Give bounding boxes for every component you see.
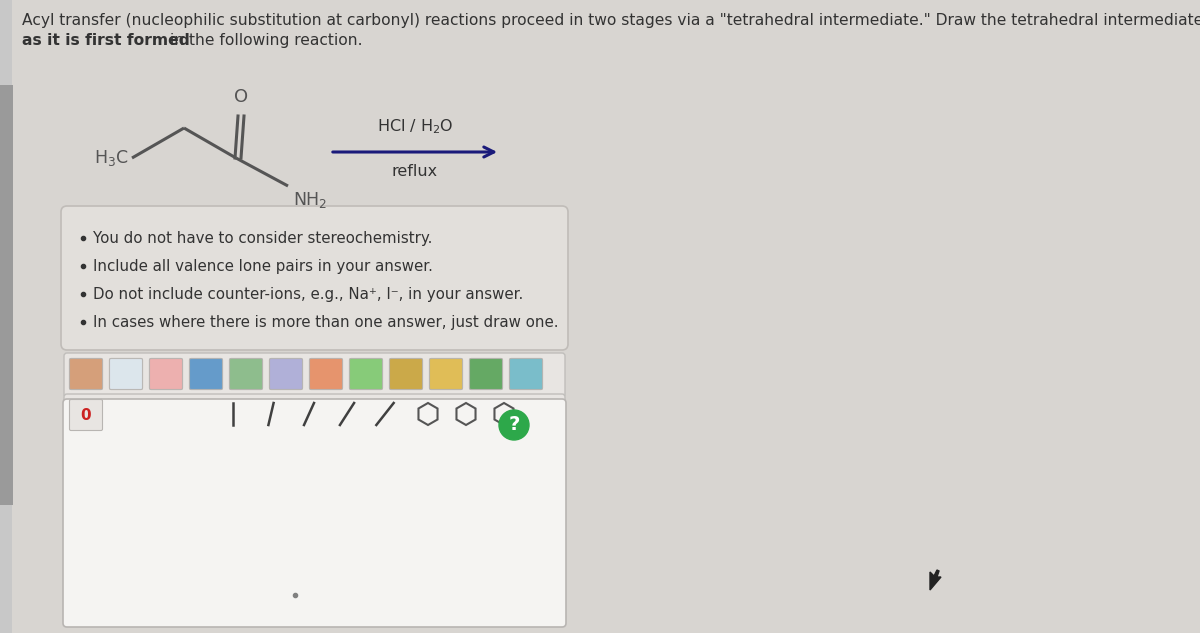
FancyBboxPatch shape xyxy=(450,399,482,430)
Text: NH$_2$: NH$_2$ xyxy=(293,190,328,210)
FancyBboxPatch shape xyxy=(412,399,444,430)
FancyBboxPatch shape xyxy=(390,358,422,389)
FancyBboxPatch shape xyxy=(469,358,503,389)
Circle shape xyxy=(499,410,529,440)
FancyBboxPatch shape xyxy=(64,353,565,397)
FancyBboxPatch shape xyxy=(510,358,542,389)
FancyBboxPatch shape xyxy=(259,399,293,430)
Text: Include all valence lone pairs in your answer.: Include all valence lone pairs in your a… xyxy=(94,259,433,274)
Text: as it is first formed: as it is first formed xyxy=(22,33,190,48)
Text: reflux: reflux xyxy=(392,164,438,179)
FancyBboxPatch shape xyxy=(298,399,330,430)
FancyBboxPatch shape xyxy=(336,399,368,430)
Text: ?: ? xyxy=(509,415,520,434)
FancyBboxPatch shape xyxy=(190,358,222,389)
Text: Do not include counter-ions, e.g., Na⁺, I⁻, in your answer.: Do not include counter-ions, e.g., Na⁺, … xyxy=(94,287,523,302)
FancyBboxPatch shape xyxy=(64,399,566,627)
FancyBboxPatch shape xyxy=(229,358,263,389)
FancyBboxPatch shape xyxy=(190,358,222,389)
FancyBboxPatch shape xyxy=(390,358,422,389)
FancyBboxPatch shape xyxy=(64,394,565,438)
FancyBboxPatch shape xyxy=(270,358,302,389)
FancyBboxPatch shape xyxy=(222,399,254,430)
FancyBboxPatch shape xyxy=(150,358,182,389)
Text: You do not have to consider stereochemistry.: You do not have to consider stereochemis… xyxy=(94,231,432,246)
Bar xyxy=(0,85,13,505)
Text: Acyl transfer (nucleophilic substitution at carbonyl) reactions proceed in two s: Acyl transfer (nucleophilic substitution… xyxy=(22,13,1200,28)
Polygon shape xyxy=(930,570,941,590)
FancyBboxPatch shape xyxy=(108,399,140,430)
FancyBboxPatch shape xyxy=(510,358,542,389)
Text: 0: 0 xyxy=(80,408,91,422)
FancyBboxPatch shape xyxy=(349,358,383,389)
FancyBboxPatch shape xyxy=(349,358,383,389)
FancyBboxPatch shape xyxy=(430,358,462,389)
FancyBboxPatch shape xyxy=(184,399,216,430)
Text: H$_3$C: H$_3$C xyxy=(95,148,130,168)
FancyBboxPatch shape xyxy=(469,358,503,389)
FancyBboxPatch shape xyxy=(145,399,179,430)
FancyBboxPatch shape xyxy=(270,358,302,389)
FancyBboxPatch shape xyxy=(70,358,102,389)
FancyBboxPatch shape xyxy=(310,358,342,389)
Text: O: O xyxy=(234,88,248,106)
FancyBboxPatch shape xyxy=(109,358,143,389)
FancyBboxPatch shape xyxy=(150,358,182,389)
Text: In cases where there is more than one answer, just draw one.: In cases where there is more than one an… xyxy=(94,315,558,330)
FancyBboxPatch shape xyxy=(70,399,102,430)
FancyBboxPatch shape xyxy=(430,358,462,389)
FancyBboxPatch shape xyxy=(70,358,102,389)
Text: HCl / H$_2$O: HCl / H$_2$O xyxy=(377,117,454,136)
Text: in the following reaction.: in the following reaction. xyxy=(166,33,362,48)
FancyBboxPatch shape xyxy=(70,399,102,430)
FancyBboxPatch shape xyxy=(61,206,568,350)
FancyBboxPatch shape xyxy=(373,399,407,430)
FancyBboxPatch shape xyxy=(229,358,263,389)
FancyBboxPatch shape xyxy=(526,399,558,430)
FancyBboxPatch shape xyxy=(109,358,143,389)
FancyBboxPatch shape xyxy=(487,399,521,430)
FancyBboxPatch shape xyxy=(310,358,342,389)
